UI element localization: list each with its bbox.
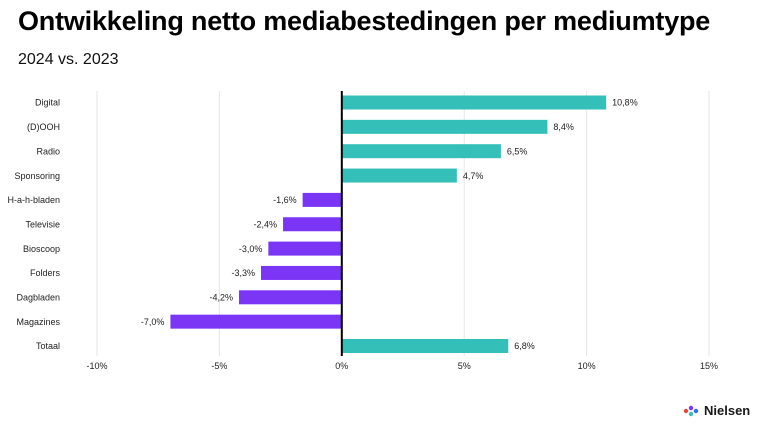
x-tick-label: 5% <box>458 361 471 371</box>
x-tick-label: 0% <box>335 361 348 371</box>
bar <box>283 217 342 232</box>
data-label: -4,2% <box>209 293 233 303</box>
bar <box>341 168 457 183</box>
data-label: 6,5% <box>507 146 528 156</box>
bar <box>341 119 548 134</box>
data-label: -7,0% <box>141 317 165 327</box>
data-label: -3,0% <box>239 244 263 254</box>
bar <box>170 314 342 329</box>
grid-lines <box>96 91 710 356</box>
bar <box>341 95 607 110</box>
x-tick-label: -5% <box>211 361 227 371</box>
bars <box>170 95 607 353</box>
x-tick-label: -10% <box>86 361 107 371</box>
category-label: Radio <box>36 146 60 156</box>
x-tick-label: 10% <box>578 361 596 371</box>
category-label: H-a-h-bladen <box>7 195 60 205</box>
data-label: 8,4% <box>553 122 574 132</box>
bar <box>302 192 342 207</box>
data-label: -3,3% <box>232 268 256 278</box>
chart-subtitle: 2024 vs. 2023 <box>18 51 119 68</box>
bar <box>238 290 342 305</box>
category-label: Televisie <box>25 219 60 229</box>
nielsen-logo: Nielsen <box>683 403 750 418</box>
category-label: Magazines <box>16 317 60 327</box>
bar-chart: -10% -5% 0% 5% 10% 15% Digital 10,8% (D)OOH 8,4% R… <box>7 91 718 371</box>
data-label: 4,7% <box>463 171 484 181</box>
bar <box>341 339 509 353</box>
bar <box>341 144 501 159</box>
category-label: Digital <box>35 98 60 108</box>
category-label: Dagbladen <box>16 293 60 303</box>
category-label: Bioscoop <box>23 244 60 254</box>
nielsen-dots-icon <box>683 405 699 416</box>
category-label: Totaal <box>36 341 60 351</box>
data-label: -1,6% <box>273 195 297 205</box>
chart-title: Ontwikkeling netto mediabestedingen per … <box>18 6 711 36</box>
bar <box>268 241 342 256</box>
data-label: 10,8% <box>612 98 638 108</box>
data-label: 6,8% <box>514 341 535 351</box>
category-label: Folders <box>30 268 61 278</box>
category-label: Sponsoring <box>14 171 60 181</box>
x-tick-label: 15% <box>700 361 718 371</box>
category-label: (D)OOH <box>27 122 60 132</box>
bar <box>261 265 342 280</box>
labels: -10% -5% 0% 5% 10% 15% Digital 10,8% (D)OOH 8,4% R… <box>7 98 718 371</box>
data-label: -2,4% <box>254 219 278 229</box>
brand-name: Nielsen <box>704 403 751 418</box>
